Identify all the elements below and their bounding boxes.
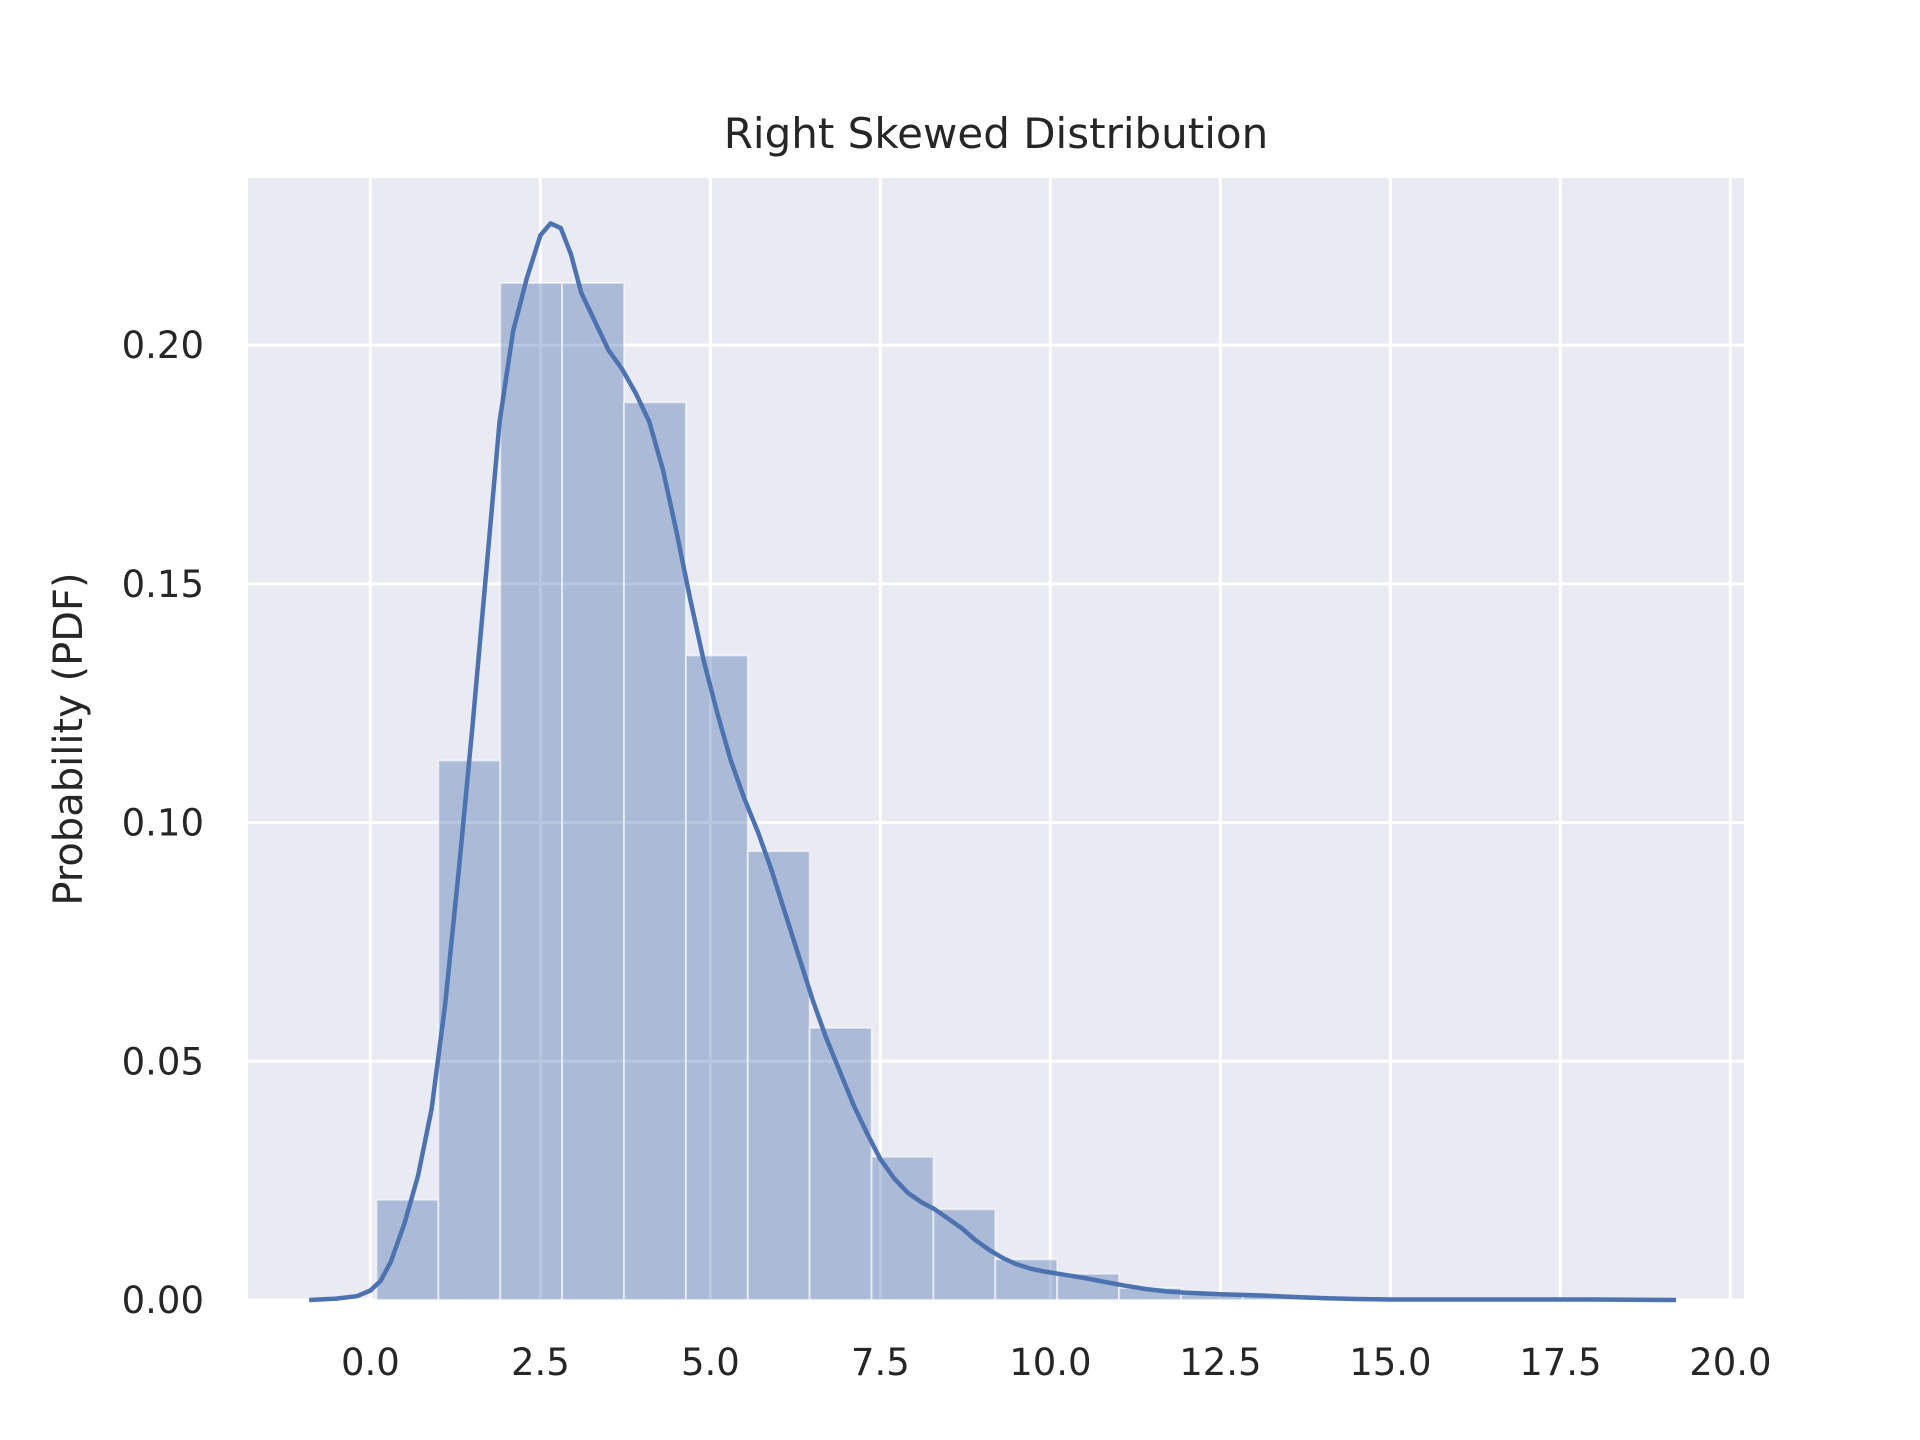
histogram-bar: [746, 850, 811, 1301]
histogram-bar: [499, 282, 564, 1302]
y-tick-label: 0.10: [122, 802, 204, 845]
y-tick-label: 0.20: [122, 324, 204, 367]
x-tick-labels: 0.0 2.5 5.0 7.5 10.0 12.5 15.0 17.5 20.0: [341, 1341, 1772, 1384]
y-tick-label: 0.00: [122, 1279, 204, 1322]
x-tick-label: 15.0: [1349, 1341, 1431, 1384]
histogram-bar: [561, 282, 626, 1302]
histogram-bars: [375, 282, 1677, 1302]
chart-title: Right Skewed Distribution: [724, 109, 1269, 158]
histogram-bar: [1056, 1272, 1121, 1302]
x-tick-label: 2.5: [511, 1341, 570, 1384]
y-tick-label: 0.05: [122, 1040, 204, 1083]
x-tick-label: 10.0: [1009, 1341, 1091, 1384]
x-tick-label: 5.0: [681, 1341, 740, 1384]
y-tick-label: 0.15: [122, 563, 204, 606]
histogram-bar: [932, 1208, 997, 1302]
x-tick-label: 12.5: [1179, 1341, 1261, 1384]
histogram-bar: [437, 759, 502, 1301]
kde-curve-layer: [309, 221, 1677, 1303]
kde-curve: [309, 221, 1677, 1303]
histogram-bar: [870, 1155, 935, 1302]
x-tick-label: 7.5: [851, 1341, 910, 1384]
y-tick-labels: 0.00 0.05 0.10 0.15 0.20: [122, 324, 204, 1322]
x-tick-label: 20.0: [1689, 1341, 1771, 1384]
plot-background: [248, 178, 1744, 1300]
x-tick-label: 17.5: [1519, 1341, 1601, 1384]
x-tick-label: 0.0: [341, 1341, 400, 1384]
y-axis-label: Probability (PDF): [46, 572, 92, 905]
histogram-bar: [684, 654, 749, 1301]
